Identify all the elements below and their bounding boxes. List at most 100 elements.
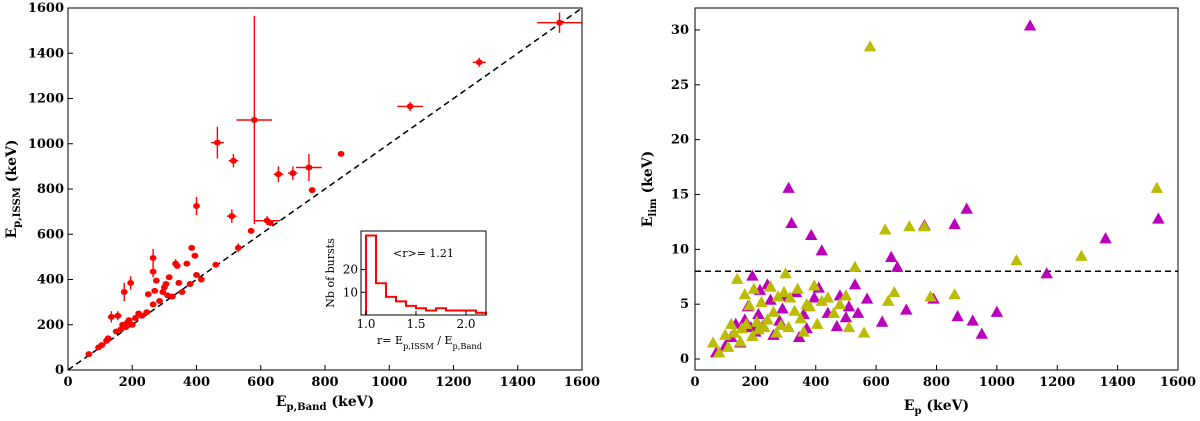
- left-data-point: [125, 317, 133, 324]
- olive-triangle-marker: [1150, 181, 1164, 193]
- left-data-point: [132, 314, 139, 321]
- left-data-point: [175, 279, 183, 286]
- purple-triangle-marker: [1040, 267, 1053, 279]
- point-marker: [212, 261, 220, 268]
- right-x-tick-label: 1600: [1160, 375, 1196, 390]
- purple-triangle-marker: [948, 217, 961, 230]
- olive-triangle-marker: [791, 282, 804, 294]
- left-y-tick-label: 1000: [28, 137, 64, 152]
- olive-triangle-marker: [797, 325, 810, 337]
- point-marker: [98, 342, 106, 349]
- point-marker: [556, 19, 563, 26]
- left-data-point: [472, 57, 486, 67]
- left-x-tick-label: 1200: [435, 375, 471, 390]
- purple-triangle-marker: [851, 306, 865, 318]
- inset-y-tick-label: 10: [343, 285, 358, 299]
- inset-histogram-steps: [365, 234, 487, 315]
- left-x-axis-label: Ep,Band (keV): [276, 394, 374, 413]
- olive-triangle-marker: [1010, 254, 1023, 266]
- inset-axis-ticks: 1.0 1.5 2.0 10 20: [343, 263, 476, 331]
- left-data-point: [122, 324, 130, 331]
- left-y-tick-label: 800: [37, 182, 64, 197]
- left-data-point: [85, 351, 93, 358]
- left-data-point: [169, 293, 176, 300]
- left-data-point: [159, 288, 167, 295]
- left-data-point: [234, 243, 242, 253]
- inset-y-tick-label: 20: [343, 263, 358, 277]
- olive-triangle-marker: [767, 305, 780, 317]
- point-marker: [186, 281, 194, 288]
- left-data-point: [138, 312, 146, 319]
- left-data-point: [197, 276, 205, 283]
- left-data-point: [337, 150, 345, 157]
- purple-triangle-marker: [900, 303, 913, 315]
- point-marker: [178, 288, 186, 295]
- left-y-tick-label: 400: [37, 273, 64, 288]
- purple-triangle-marker: [815, 244, 828, 256]
- right-x-tick-label: 800: [923, 375, 950, 390]
- olive-triangle-marker: [878, 223, 892, 235]
- point-marker: [337, 150, 345, 157]
- inset-frame: [360, 230, 487, 316]
- left-data-points: [85, 12, 582, 358]
- point-marker: [305, 164, 313, 171]
- olive-triangle-marker: [746, 329, 759, 341]
- left-x-tick-label: 1400: [500, 375, 536, 390]
- purple-triangle-marker: [839, 311, 853, 323]
- right-y-tick-label: 20: [671, 133, 689, 148]
- left-data-point: [107, 311, 115, 323]
- left-data-point: [227, 209, 237, 223]
- olive-triangle-marker: [725, 317, 738, 329]
- left-data-point: [266, 219, 274, 226]
- point-marker: [230, 157, 237, 164]
- right-y-axis-label: Elim (keV): [640, 151, 659, 228]
- left-data-point: [308, 187, 316, 194]
- olive-triangle-marker: [740, 317, 753, 329]
- left-data-point: [149, 248, 157, 268]
- purple-triangle-marker: [782, 181, 795, 193]
- point-marker: [193, 202, 200, 209]
- point-marker: [85, 351, 93, 358]
- left-data-point: [162, 281, 170, 288]
- left-y-tick-label: 1600: [28, 1, 64, 16]
- olive-triangle-marker: [782, 321, 795, 333]
- left-data-point: [151, 287, 159, 294]
- point-marker: [289, 170, 297, 177]
- right-x-tick-label: 600: [863, 375, 890, 390]
- right-y-tick-label: 30: [671, 23, 689, 38]
- point-marker: [183, 260, 191, 267]
- olive-triangle-marker: [794, 312, 807, 324]
- point-marker: [266, 219, 274, 226]
- olive-triangle-marker: [842, 321, 856, 333]
- point-marker: [165, 274, 173, 281]
- olive-triangle-marker: [924, 290, 937, 302]
- olive-triangle-marker: [706, 336, 720, 348]
- olive-triangle-marker: [712, 346, 726, 358]
- olive-triangle-marker: [948, 288, 961, 300]
- left-data-point: [296, 153, 322, 182]
- point-marker: [188, 244, 196, 251]
- right-x-axis-label: Ep (keV): [904, 398, 969, 417]
- point-marker: [197, 276, 205, 283]
- left-data-point: [143, 309, 151, 316]
- right-x-tick-label: 400: [802, 375, 829, 390]
- olive-triangle-marker: [731, 272, 744, 284]
- left-y-tick-label: 1200: [28, 92, 64, 107]
- right-x-tick-label: 1400: [1100, 375, 1136, 390]
- point-marker: [138, 312, 146, 319]
- purple-triangle-marker: [808, 291, 821, 303]
- point-marker: [104, 335, 112, 342]
- left-data-point: [144, 291, 152, 298]
- left-data-point: [273, 166, 284, 183]
- olive-triangle-marker: [815, 294, 828, 306]
- olive-triangle-marker: [882, 294, 895, 306]
- left-data-point: [98, 342, 106, 349]
- olive-triangle-marker: [770, 326, 783, 338]
- left-data-point: [288, 166, 298, 180]
- left-scatter-panel: 0 200 400 600 800 1000 1200 1400 1600 0 200 400 600 8…: [4, 1, 600, 413]
- left-data-point: [193, 271, 200, 278]
- purple-triangle-marker: [752, 307, 765, 320]
- purple-triangle-marker: [1099, 232, 1112, 244]
- olive-triangle-marker: [811, 317, 824, 329]
- olive-triangle-marker: [777, 285, 791, 298]
